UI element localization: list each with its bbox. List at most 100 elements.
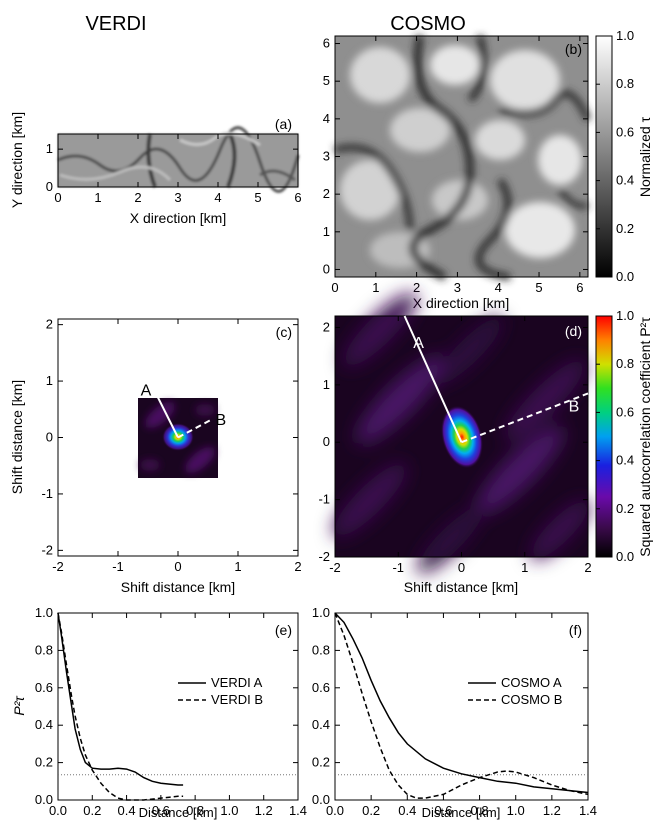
- panel-b-xtick-label: 5: [535, 280, 542, 295]
- panel-f-xtick-label: 0.8: [471, 803, 489, 818]
- panel-b-ytick-label: 0: [323, 261, 330, 276]
- panel-e-series-0: [57, 612, 184, 786]
- colorbar-tick-label: 0.4: [616, 453, 634, 468]
- colorbar-tick-label: 0.6: [616, 404, 634, 419]
- panel-b-ytick-label: 4: [323, 111, 330, 126]
- colorbar-tick-label: 1.0: [616, 308, 634, 323]
- panel-e-xtick-label: 0.0: [49, 803, 67, 818]
- panel-d-ytick-label: -2: [318, 549, 330, 564]
- panel-c-ytick-label: -2: [41, 542, 53, 557]
- panel-d-xlabel: Shift distance [km]: [404, 579, 518, 595]
- colorbar-tick-label: 1.0: [616, 28, 634, 43]
- panel-b-xtick-label: 2: [413, 280, 420, 295]
- panel-e-ytick-label: 0.4: [35, 717, 53, 732]
- panel-d-ytick-label: -1: [318, 492, 330, 507]
- panel-f-ytick-label: 0.8: [312, 642, 330, 657]
- panel-d-texture: [333, 293, 590, 573]
- panel-f-ytick-label: 1.0: [312, 605, 330, 620]
- colorbar-1-label: Normalized τ: [637, 116, 653, 197]
- panel-d-ytick-label: 2: [323, 319, 330, 334]
- panel-c-ytick-label: 0: [46, 430, 53, 445]
- panel-b-ytick-label: 5: [323, 73, 330, 88]
- colorbar-tick-label: 0.0: [616, 269, 634, 284]
- panel-c: (c) A B -2 -1 0 1 2 -2 -1 0 1 2 Shift distance [km…: [9, 317, 302, 595]
- panel-c-ytick-label: -1: [41, 486, 53, 501]
- panel-c-ytick-label: 1: [46, 373, 53, 388]
- panel-d-xtick-label: 0: [458, 560, 465, 575]
- panel-c-line-A: [153, 389, 179, 438]
- panel-e-label: (e): [275, 622, 292, 638]
- panel-f-series-1: [334, 612, 589, 799]
- panel-d-annotation-A: A: [413, 335, 424, 352]
- panel-b-ytick-label: 1: [323, 224, 330, 239]
- panel-d-xtick-label: 2: [584, 560, 591, 575]
- panel-e-xtick-label: 1.4: [289, 803, 307, 818]
- colorbar-tick-label: 0.2: [616, 221, 634, 236]
- panel-f: COSMO A COSMO B 0.0 0.2 0.4 0.6 0.8 1.0 1.2 1.4 0…: [312, 605, 597, 820]
- panel-f-xtick-label: 0.4: [398, 803, 416, 818]
- panel-c-xtick-label: -1: [112, 559, 124, 574]
- panel-d-annotation-B: B: [569, 398, 580, 415]
- panel-f-xtick-label: 0.2: [362, 803, 380, 818]
- panel-a-ylabel: Y direction [km]: [9, 112, 25, 208]
- panel-e-xtick-label: 0.2: [83, 803, 101, 818]
- panel-f-xtick-label: 0.0: [326, 803, 344, 818]
- panel-e-xtick-label: 0.8: [186, 803, 204, 818]
- panel-c-xtick-label: 2: [294, 559, 301, 574]
- panel-a-xtick-label: 5: [254, 190, 261, 205]
- colorbar-autocorrelation: 0.0 0.2 0.4 0.6 0.8 1.0 Squared autocorrelati…: [595, 308, 653, 564]
- legend-label: COSMO B: [501, 692, 562, 707]
- panel-a-xtick-label: 2: [134, 190, 141, 205]
- panel-f-xtick-label: 0.6: [434, 803, 452, 818]
- colorbar-tick-label: 0.8: [616, 356, 634, 371]
- colorbar-2-label: Squared autocorrelation coefficient P²τ: [637, 317, 653, 557]
- colorbar-tick-label: 0.8: [616, 76, 634, 91]
- panel-d-xtick-label: -2: [329, 560, 341, 575]
- panel-b-ytick-label: 3: [323, 149, 330, 164]
- panel-d-label: (d): [565, 323, 582, 339]
- panel-a-ytick-label: 0: [46, 179, 53, 194]
- panel-b-texture: [334, 35, 592, 281]
- panel-f-xlabel: Distance [km]: [422, 805, 501, 820]
- panel-d-line-A: [403, 315, 463, 443]
- column-title-cosmo: COSMO: [390, 13, 466, 35]
- panel-b-xtick-label: 6: [576, 280, 583, 295]
- panel-b-xtick-label: 3: [454, 280, 461, 295]
- panel-f-label: (f): [569, 622, 582, 638]
- panel-d-xtick-label: -1: [392, 560, 404, 575]
- panel-a-xtick-label: 0: [54, 190, 61, 205]
- panel-a: (a) 0 1 2 3 4 5 6 0 1 X direction [km] Y directi…: [9, 112, 302, 226]
- colorbar-tick-label: 0.4: [616, 173, 634, 188]
- panel-f-ytick-label: 0.6: [312, 680, 330, 695]
- panel-f-series-0: [334, 612, 589, 794]
- panel-f-ytick-label: 0.2: [312, 755, 330, 770]
- panel-d: (d) A B -2 -1 0 1 2 -2 -1 0 1 2 Shift distance [km…: [318, 293, 592, 595]
- panel-b-ytick-label: 6: [323, 36, 330, 51]
- panel-b-ytick-label: 2: [323, 186, 330, 201]
- panel-e-ytick-label: 1.0: [35, 605, 53, 620]
- column-title-verdi: VERDI: [85, 13, 146, 35]
- colorbar-tick-label: 0.6: [616, 124, 634, 139]
- legend-label: VERDI B: [211, 692, 263, 707]
- panel-b-xlabel: X direction [km]: [413, 295, 509, 311]
- panel-a-texture: [57, 126, 300, 193]
- panel-e-xtick-label: 0.4: [118, 803, 136, 818]
- panel-c-annotation-B: B: [215, 412, 226, 429]
- panel-c-texture: [140, 401, 215, 474]
- panel-c-xtick-label: 1: [234, 559, 241, 574]
- panel-e-xlabel: Distance [km]: [139, 805, 218, 820]
- panel-a-xlabel: X direction [km]: [130, 210, 226, 226]
- panel-c-label: (c): [276, 324, 292, 340]
- panel-a-xtick-label: 4: [214, 190, 221, 205]
- panel-e-ytick-label: 0.2: [35, 755, 53, 770]
- panel-e: VERDI A VERDI B 0.0 0.2 0.4 0.6 0.8 1.0 1.2 1.4 0…: [11, 605, 307, 820]
- panel-f-xtick-label: 1.4: [579, 803, 597, 818]
- panel-b: (b) 0 1 2 3 4 5 6 0 1 2 3 4 5 6 X direction [km]: [323, 35, 592, 311]
- panel-e-ylabel: P²τ: [11, 696, 27, 716]
- panel-f-ytick-label: 0.0: [312, 792, 330, 807]
- panel-a-xtick-label: 3: [174, 190, 181, 205]
- panel-e-xtick-label: 0.6: [152, 803, 170, 818]
- panel-e-xtick-label: 1.2: [255, 803, 273, 818]
- panel-e-ytick-label: 0.8: [35, 642, 53, 657]
- panel-a-ytick-label: 1: [46, 141, 53, 156]
